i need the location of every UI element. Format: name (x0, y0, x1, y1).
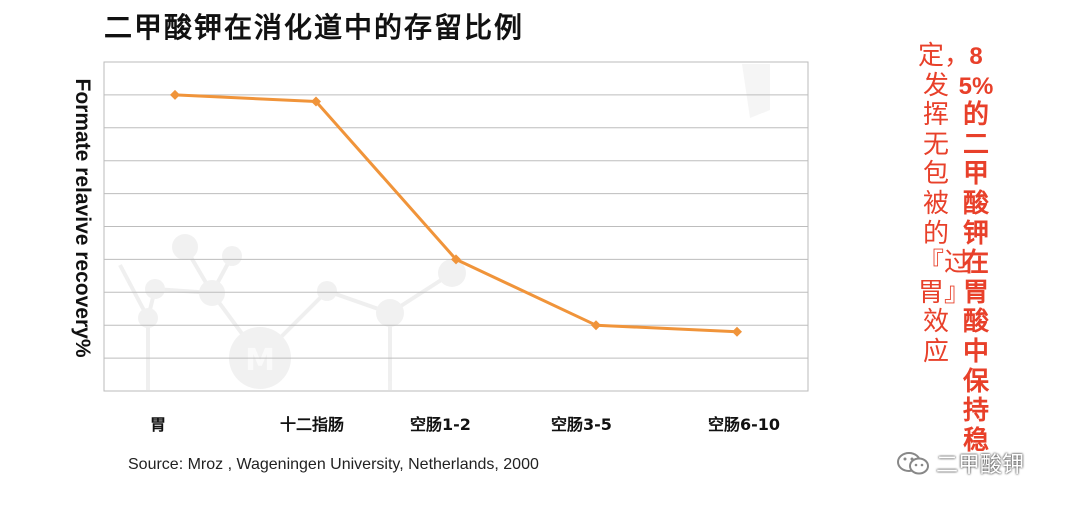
series-line (174, 93, 738, 334)
series-line-layer (174, 93, 738, 334)
data-point (451, 254, 461, 265)
side-note-percent: 85% (958, 43, 994, 100)
data-point (591, 320, 601, 331)
wechat-icon (896, 451, 930, 475)
side-note-text-1: 的二甲酸钾在胃酸中保持稳 (962, 100, 989, 456)
data-points-layer (170, 89, 742, 337)
x-axis-tick-labels: 胃 十二指肠 空肠1-2 空肠3-5 空肠6-10 (150, 415, 780, 434)
side-note-text-2: 定，发挥无包被的『过胃』效应 (918, 41, 971, 367)
chart-grid (103, 61, 809, 392)
x-tick-label: 十二指肠 (280, 415, 344, 434)
side-note-column-1: 85%的二甲酸钾在胃酸中保持稳 (958, 42, 994, 456)
background-molecule-decoration: M (118, 64, 770, 390)
x-tick-label: 空肠6-10 (708, 415, 780, 434)
svg-text:M: M (245, 343, 275, 378)
x-tick-label: 空肠3-5 (551, 415, 612, 434)
data-point (170, 89, 180, 100)
x-tick-label: 空肠1-2 (410, 415, 471, 434)
watermark: 二甲酸钾 (896, 450, 1025, 478)
data-point (311, 96, 321, 107)
data-point (732, 326, 742, 337)
x-tick-label: 胃 (150, 415, 166, 434)
side-note-column-2: 定，发挥无包被的『过胃』效应 (918, 41, 970, 368)
source-note: Source: Mroz , Wageningen University, Ne… (128, 456, 539, 473)
chart-title: 二甲酸钾在消化道中的存留比例 (104, 11, 525, 44)
watermark-text: 二甲酸钾 (936, 453, 1025, 478)
